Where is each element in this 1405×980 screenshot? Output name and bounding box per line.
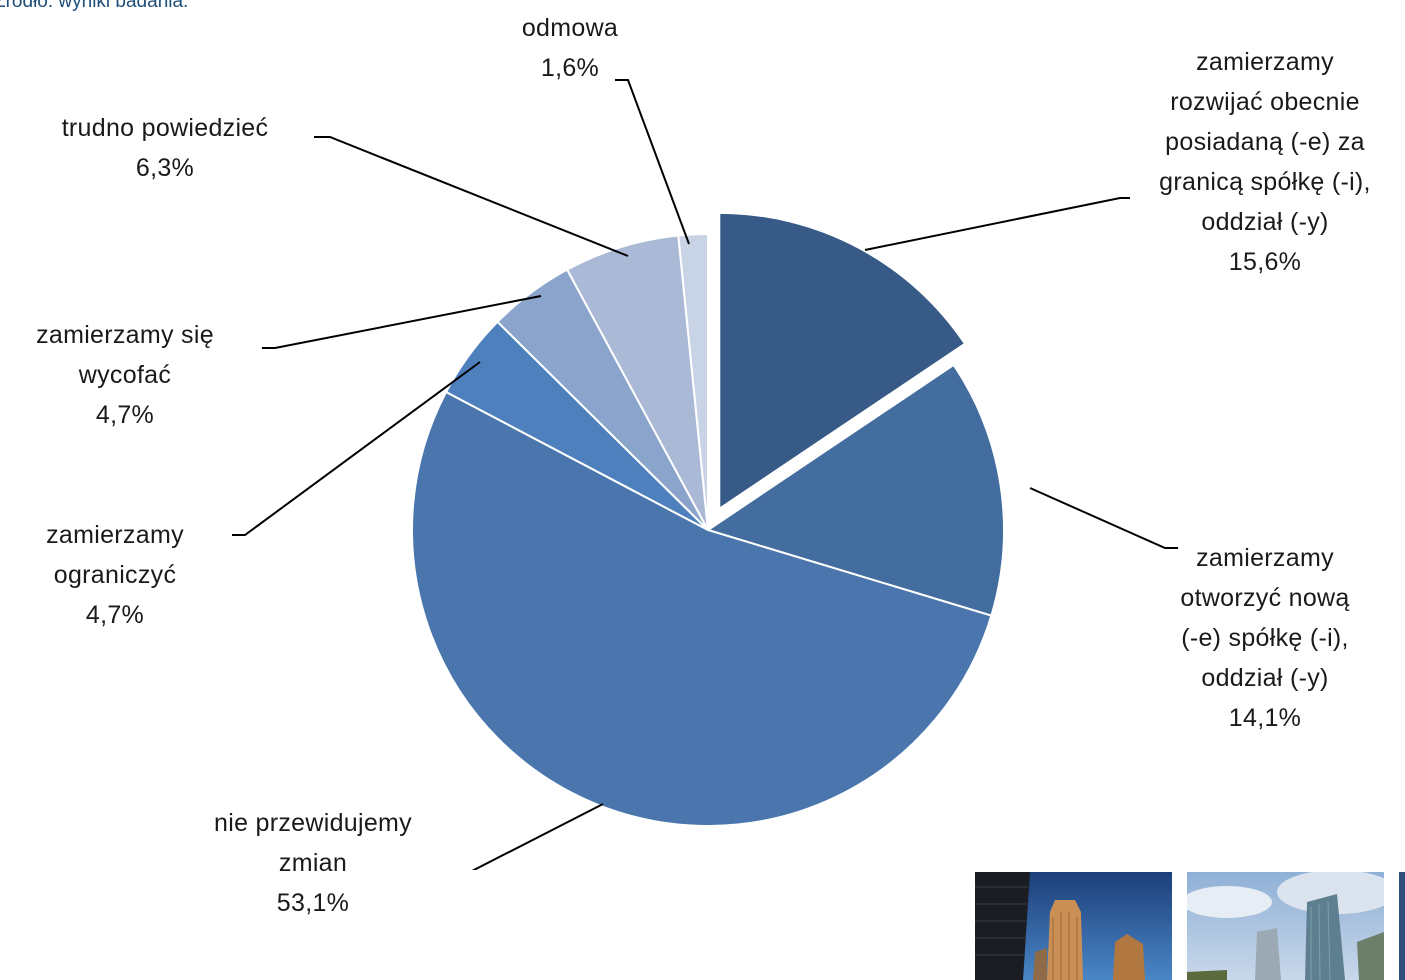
slice-label-text: oddział (-y) (1201, 208, 1329, 236)
slice-label-text: granicą spółkę (-i), (1159, 168, 1371, 196)
slice-label-text: zamierzamy się (36, 321, 214, 349)
slice-label-text: rozwijać obecnie (1170, 88, 1360, 116)
leader-line (864, 197, 1130, 251)
slice-value-label: 15,6% (1228, 248, 1302, 276)
slice-value-label: 6,3% (135, 154, 195, 182)
leader-line (232, 361, 481, 536)
pie-slice (411, 390, 993, 827)
slice-label: odmowa 1,6% (480, 8, 660, 88)
pie-chart (232, 79, 1178, 870)
slice-label: zamierzamy się wycofać 4,7% (0, 315, 250, 435)
slice-label-text: zamierzamy (1196, 48, 1334, 76)
slice-label: nie przewidujemy zmian 53,1% (163, 803, 463, 923)
slice-label: zamierzamy rozwijać obecnie posiadaną (-e)… (1115, 42, 1405, 282)
slice-label-text: posiadaną (-e) za (1165, 128, 1365, 156)
pie-slice (677, 232, 709, 531)
leader-line (262, 295, 542, 349)
skyscrapers-photo-2-icon (1187, 872, 1384, 980)
leader-line (615, 79, 690, 245)
leader-line (1029, 487, 1178, 549)
slice-label-text: odmowa (521, 14, 619, 42)
slice-label-text: nie przewidujemy (214, 809, 412, 837)
slice-label-text: oddział (-y) (1201, 664, 1329, 692)
slice-label-text: trudno powiedzieć (61, 114, 269, 142)
skyscrapers-photo-1-icon (975, 872, 1172, 980)
slice-value-label: 14,1% (1228, 704, 1302, 732)
slice-value-label: 1,6% (540, 54, 600, 82)
slice-label-text: ograniczyć (53, 561, 177, 589)
slice-value-label: 4,7% (95, 401, 155, 429)
slice-label-text: (-e) spółkę (-i), (1181, 624, 1349, 652)
skyscrapers-photo-3-icon (1399, 872, 1405, 980)
source-note: Źródło: wyniki badania. (0, 0, 189, 12)
slice-label-text: otworzyć nową (1180, 584, 1350, 612)
pie-slice (565, 234, 709, 531)
pie-slice (705, 363, 1005, 617)
slice-label: zamierzamy ograniczyć 4,7% (0, 515, 230, 635)
leader-line (471, 803, 604, 870)
slice-value-label: 53,1% (276, 889, 350, 917)
pie-slice (718, 211, 967, 511)
slice-value-label: 4,7% (85, 601, 145, 629)
slice-label-text: zamierzamy (46, 521, 184, 549)
slice-label-text: zamierzamy (1196, 544, 1334, 572)
slice-label-text: wycofać (78, 361, 172, 389)
slice-label: trudno powiedzieć 6,3% (10, 108, 320, 188)
slice-label: zamierzamy otworzyć nową (-e) spółkę (-i),… (1130, 538, 1400, 738)
slice-label-text: zmian (278, 849, 348, 877)
leader-line (314, 136, 629, 257)
